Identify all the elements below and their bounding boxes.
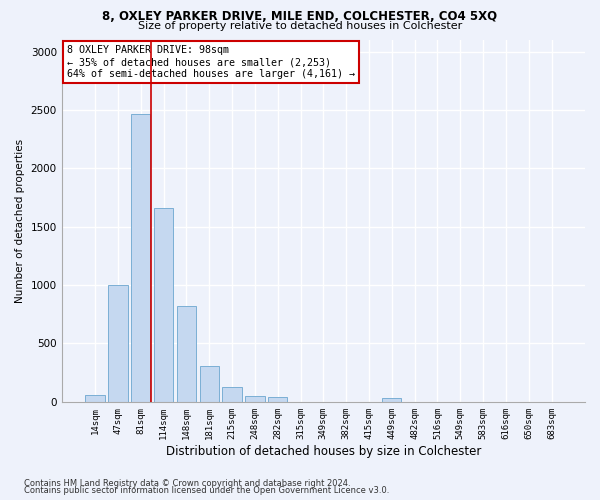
Bar	[382, 398, 401, 402]
Bar	[131, 114, 151, 402]
Text: Contains public sector information licensed under the Open Government Licence v3: Contains public sector information licen…	[24, 486, 389, 495]
Text: 8, OXLEY PARKER DRIVE, MILE END, COLCHESTER, CO4 5XQ: 8, OXLEY PARKER DRIVE, MILE END, COLCHES…	[103, 10, 497, 23]
Bar	[177, 306, 196, 402]
Bar	[268, 396, 287, 402]
Bar	[85, 395, 105, 402]
Text: Contains HM Land Registry data © Crown copyright and database right 2024.: Contains HM Land Registry data © Crown c…	[24, 478, 350, 488]
Bar	[223, 386, 242, 402]
Bar	[245, 396, 265, 402]
Bar	[154, 208, 173, 402]
X-axis label: Distribution of detached houses by size in Colchester: Distribution of detached houses by size …	[166, 444, 481, 458]
Text: Size of property relative to detached houses in Colchester: Size of property relative to detached ho…	[138, 21, 462, 31]
Bar	[108, 285, 128, 402]
Y-axis label: Number of detached properties: Number of detached properties	[15, 139, 25, 303]
Bar	[200, 366, 219, 402]
Text: 8 OXLEY PARKER DRIVE: 98sqm
← 35% of detached houses are smaller (2,253)
64% of : 8 OXLEY PARKER DRIVE: 98sqm ← 35% of det…	[67, 46, 355, 78]
